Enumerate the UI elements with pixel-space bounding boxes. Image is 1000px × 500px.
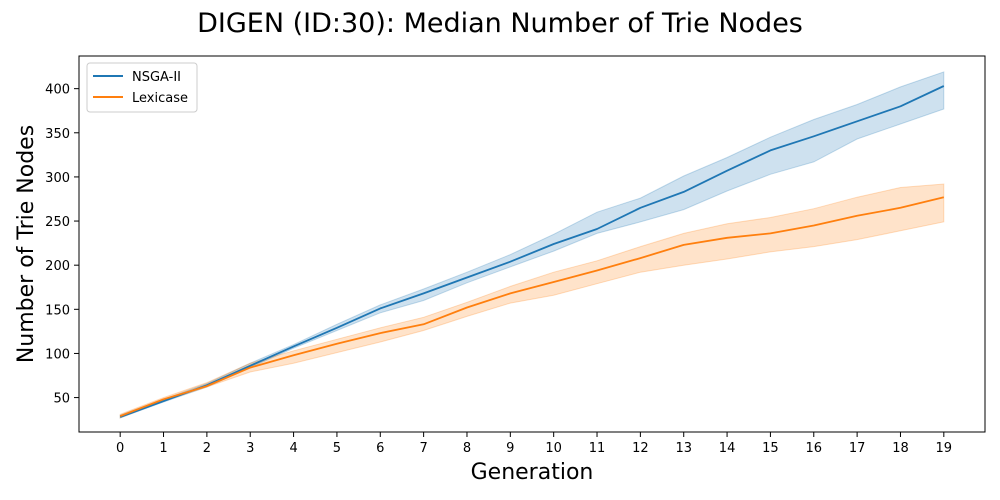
y-axis-ticks: 50 100 150 200 250 300 350 400	[45, 83, 79, 407]
legend-label-lexicase: Lexicase	[132, 91, 188, 106]
confidence-bands	[119, 71, 945, 419]
x-tick-label: 19	[936, 441, 953, 456]
legend-label-nsga-ii: NSGA-II	[132, 70, 181, 85]
band-nsga-ii	[119, 71, 945, 419]
series-lines	[119, 85, 945, 418]
y-tick-label: 350	[45, 127, 70, 142]
x-tick-label: 16	[805, 441, 822, 456]
x-axis-label: Generation	[471, 460, 594, 485]
plot-area-frame	[78, 55, 986, 433]
x-tick-label: 7	[419, 441, 427, 456]
x-tick-label: 12	[632, 441, 649, 456]
y-axis-label: Number of Trie Nodes	[14, 125, 39, 363]
x-tick-label: 2	[203, 441, 211, 456]
x-axis-ticks: 0 1 2 3 4 5 6 7 8 9 10 11 12 13 14 15 16 17 18 19	[116, 432, 952, 456]
line-lexicase	[119, 196, 945, 417]
y-tick-label: 250	[45, 215, 70, 230]
x-tick-label: 17	[849, 441, 866, 456]
x-tick-label: 8	[463, 441, 471, 456]
chart-title: DIGEN (ID:30): Median Number of Trie Nod…	[197, 8, 803, 39]
y-tick-label: 100	[45, 347, 70, 362]
y-tick-label: 150	[45, 303, 70, 318]
x-tick-label: 0	[116, 441, 124, 456]
x-tick-label: 9	[506, 441, 514, 456]
x-tick-label: 18	[892, 441, 909, 456]
x-tick-label: 13	[675, 441, 692, 456]
x-tick-label: 3	[246, 441, 254, 456]
x-tick-label: 5	[333, 441, 341, 456]
x-tick-label: 11	[589, 441, 606, 456]
y-tick-label: 400	[45, 83, 70, 98]
x-tick-label: 1	[159, 441, 167, 456]
x-tick-label: 14	[719, 441, 736, 456]
band-lexicase	[119, 183, 945, 419]
line-nsga-ii	[119, 85, 945, 418]
y-tick-label: 200	[45, 259, 70, 274]
legend: NSGA-II Lexicase	[86, 62, 198, 113]
y-tick-label: 300	[45, 171, 70, 186]
x-tick-label: 4	[289, 441, 297, 456]
x-tick-label: 6	[376, 441, 384, 456]
x-tick-label: 15	[762, 441, 779, 456]
y-tick-label: 50	[53, 392, 70, 407]
x-tick-label: 10	[545, 441, 562, 456]
